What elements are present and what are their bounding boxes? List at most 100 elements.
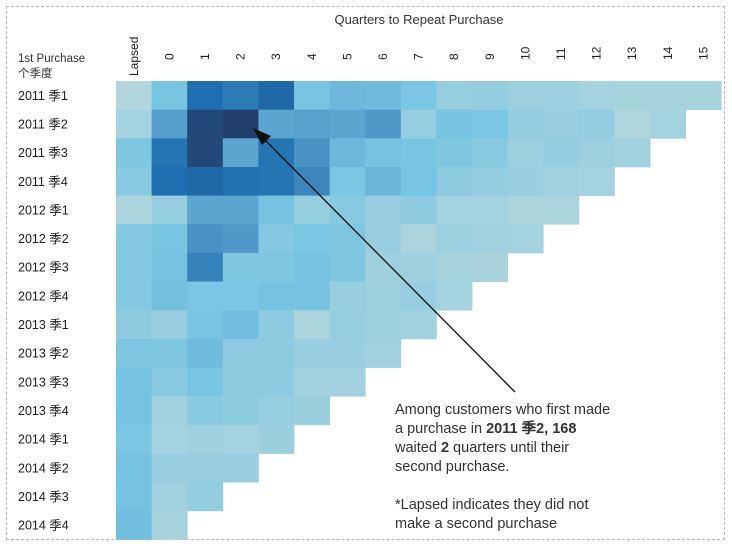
heatmap-cell bbox=[187, 367, 224, 397]
heatmap-cell bbox=[365, 195, 402, 225]
heatmap-cell bbox=[578, 166, 615, 196]
heatmap-cell bbox=[222, 367, 259, 397]
heatmap-cell bbox=[258, 138, 295, 168]
column-label: 8 bbox=[447, 53, 461, 60]
column-label: 9 bbox=[483, 53, 497, 60]
heatmap-cell bbox=[294, 109, 330, 139]
heatmap-cell bbox=[329, 81, 366, 111]
column-label: 2 bbox=[234, 53, 248, 60]
heatmap-cell bbox=[436, 252, 473, 282]
heatmap-cell bbox=[187, 281, 224, 311]
row-label: 2013 季1 bbox=[18, 318, 69, 332]
heatmap-cell bbox=[222, 310, 259, 340]
row-label: 2013 季3 bbox=[18, 375, 69, 389]
heatmap-cell bbox=[543, 109, 580, 139]
heatmap-cell bbox=[578, 109, 615, 139]
heatmap-cell bbox=[222, 195, 259, 225]
heatmap-cell bbox=[151, 81, 188, 111]
heatmap-cell bbox=[329, 338, 366, 368]
heatmap-cell bbox=[436, 109, 473, 139]
heatmap-cell bbox=[187, 453, 224, 483]
heatmap-cell bbox=[329, 281, 366, 311]
heatmap-cell bbox=[222, 424, 259, 454]
heatmap-cell bbox=[187, 338, 224, 368]
row-header-line2: 个季度 bbox=[18, 66, 53, 80]
heatmap-cell bbox=[400, 195, 437, 225]
heatmap-cell bbox=[151, 510, 188, 540]
heatmap-cell bbox=[614, 109, 651, 139]
annotation-line: a purchase in 2011 季2, 168 bbox=[395, 420, 695, 439]
heatmap-cell bbox=[365, 109, 402, 139]
heatmap-cell bbox=[151, 109, 188, 139]
heatmap-cell bbox=[116, 453, 152, 483]
annotation-line: waited 2 quarters until their bbox=[395, 439, 695, 458]
heatmap-cell bbox=[329, 310, 366, 340]
column-label: 4 bbox=[305, 53, 319, 60]
heatmap-cell bbox=[258, 338, 295, 368]
column-label: 1 bbox=[198, 53, 212, 60]
heatmap-cell bbox=[400, 81, 437, 111]
column-label: 0 bbox=[162, 53, 176, 60]
heatmap-cell bbox=[222, 281, 259, 311]
heatmap-cell bbox=[436, 166, 473, 196]
row-label: 2014 季4 bbox=[18, 519, 69, 533]
heatmap-cell bbox=[116, 195, 152, 225]
heatmap-cell bbox=[329, 109, 366, 139]
heatmap-cell bbox=[294, 281, 330, 311]
heatmap-cell bbox=[578, 81, 615, 111]
heatmap-cell bbox=[151, 224, 188, 254]
heatmap-cell bbox=[472, 195, 508, 225]
heatmap-cell bbox=[116, 281, 152, 311]
heatmap-cell bbox=[436, 81, 473, 111]
heatmap-cell bbox=[116, 109, 152, 139]
annotation-text-span: quarters until their bbox=[449, 440, 570, 456]
heatmap-cell bbox=[151, 367, 188, 397]
column-label: 12 bbox=[590, 46, 604, 60]
heatmap-cell bbox=[507, 81, 544, 111]
heatmap-cell bbox=[116, 224, 152, 254]
heatmap-cell bbox=[116, 396, 152, 426]
heatmap-cell bbox=[294, 166, 330, 196]
heatmap-cell bbox=[187, 81, 224, 111]
heatmap-cell bbox=[543, 195, 580, 225]
heatmap-cell bbox=[187, 109, 224, 139]
annotation-note: make a second purchase bbox=[395, 516, 558, 532]
heatmap-cell bbox=[543, 81, 580, 111]
heatmap-cell bbox=[187, 310, 224, 340]
heatmap-cell bbox=[507, 109, 544, 139]
heatmap-cell bbox=[294, 224, 330, 254]
annotation-text-span: waited bbox=[395, 440, 441, 456]
heatmap-cell bbox=[472, 109, 508, 139]
heatmap-cell bbox=[543, 138, 580, 168]
heatmap-cell bbox=[472, 224, 508, 254]
heatmap-cell bbox=[116, 338, 152, 368]
chart-title: Quarters to Repeat Purchase bbox=[334, 12, 503, 27]
annotation-text: Among customers who first made a purchas… bbox=[395, 401, 695, 534]
heatmap-cell bbox=[365, 138, 402, 168]
column-label: 10 bbox=[518, 46, 532, 60]
heatmap-cell bbox=[222, 453, 259, 483]
heatmap-cell bbox=[222, 396, 259, 426]
heatmap-cell bbox=[258, 367, 295, 397]
chart-frame bbox=[6, 6, 725, 540]
heatmap-cell bbox=[222, 224, 259, 254]
heatmap-cell bbox=[116, 424, 152, 454]
heatmap-cell bbox=[365, 166, 402, 196]
heatmap-cell bbox=[222, 138, 259, 168]
heatmap-cell bbox=[151, 138, 188, 168]
column-label: 11 bbox=[554, 47, 568, 60]
heatmap-cell bbox=[151, 310, 188, 340]
heatmap-cell bbox=[116, 482, 152, 512]
heatmap-cell bbox=[116, 81, 152, 111]
heatmap-cell bbox=[472, 166, 508, 196]
heatmap-cell bbox=[116, 510, 152, 540]
annotation-highlight: 2 bbox=[440, 440, 450, 456]
heatmap-cell bbox=[472, 138, 508, 168]
heatmap-cell bbox=[329, 138, 366, 168]
column-label: 7 bbox=[412, 53, 426, 60]
heatmap-cell bbox=[151, 338, 188, 368]
heatmap-cell bbox=[329, 224, 366, 254]
heatmap-cell bbox=[151, 453, 188, 483]
heatmap-cell bbox=[614, 138, 651, 168]
heatmap-cell bbox=[187, 166, 224, 196]
